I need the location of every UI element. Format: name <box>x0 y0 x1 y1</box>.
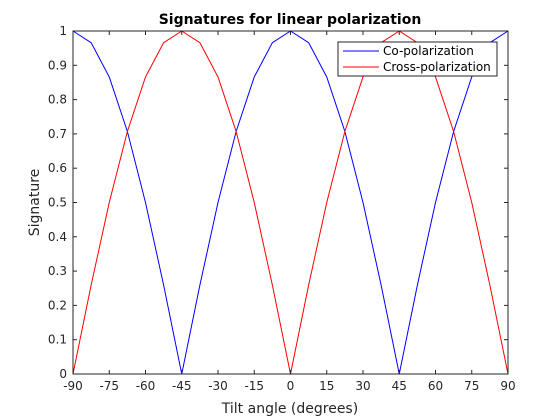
x-tick-label: -15 <box>244 379 264 393</box>
y-tick-label: 0.1 <box>48 333 67 347</box>
x-tick-label: -30 <box>208 379 228 393</box>
x-tick-label: 0 <box>287 379 295 393</box>
y-tick-label: 0.9 <box>48 58 67 72</box>
y-tick-label: 0.6 <box>48 161 67 175</box>
x-tick-label: 45 <box>392 379 407 393</box>
y-tick-label: 0.2 <box>48 298 67 312</box>
y-tick-label: 0.4 <box>48 230 67 244</box>
legend-box <box>337 41 498 77</box>
y-tick-label: 0.8 <box>48 93 67 107</box>
y-tick-label: 0.3 <box>48 264 67 278</box>
x-tick-label: -90 <box>63 379 83 393</box>
y-axis: 0 0.1 0.2 0.3 0.4 0.5 0.6 0.7 0.8 0.9 1 <box>48 24 508 381</box>
x-tick-label: 30 <box>355 379 370 393</box>
y-axis-label: Signature <box>27 169 43 237</box>
x-axis: -90 -75 -60 -45 -30 -15 0 15 30 45 60 75 90 <box>63 31 516 393</box>
x-tick-label: 75 <box>464 379 479 393</box>
legend-label-co-polarization: Co-polarization <box>383 44 474 58</box>
x-tick-label: 60 <box>428 379 443 393</box>
y-tick-label: 1 <box>59 24 67 38</box>
y-tick-label: 0.7 <box>48 127 67 141</box>
legend: Co-polarization Cross-polarization <box>337 41 498 77</box>
legend-label-cross-polarization: Cross-polarization <box>383 60 491 74</box>
y-tick-label: 0.5 <box>48 196 67 210</box>
y-tick-label: 0 <box>59 367 67 381</box>
x-tick-label: -60 <box>136 379 156 393</box>
chart-title: Signatures for linear polarization <box>159 12 422 28</box>
x-axis-label: Tilt angle (degrees) <box>221 401 358 417</box>
x-tick-label: -75 <box>99 379 119 393</box>
plot-area <box>73 31 508 374</box>
x-tick-label: -45 <box>172 379 192 393</box>
x-tick-label: 90 <box>500 379 515 393</box>
x-tick-label: 15 <box>319 379 334 393</box>
